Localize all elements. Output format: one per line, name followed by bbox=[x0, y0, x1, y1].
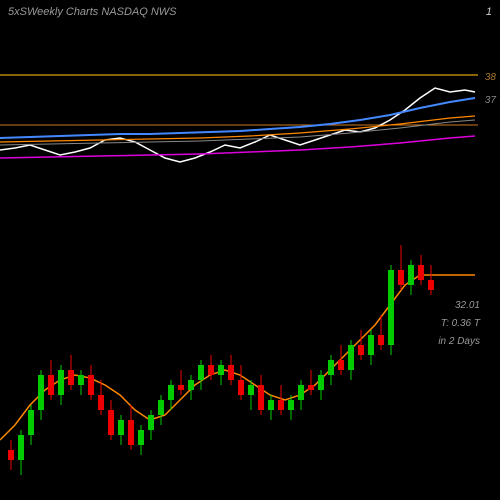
chart-svg bbox=[0, 0, 500, 500]
info-label: in 2 Days bbox=[438, 336, 480, 347]
info-label: T: 0.36 T bbox=[441, 318, 480, 329]
axis-label: 37 bbox=[485, 95, 496, 106]
chart-container: 5xSWeekly Charts NASDAQ NWS 1 3837 32.01… bbox=[0, 0, 500, 500]
info-label: 32.01 bbox=[455, 300, 480, 311]
axis-label: 38 bbox=[485, 72, 496, 83]
